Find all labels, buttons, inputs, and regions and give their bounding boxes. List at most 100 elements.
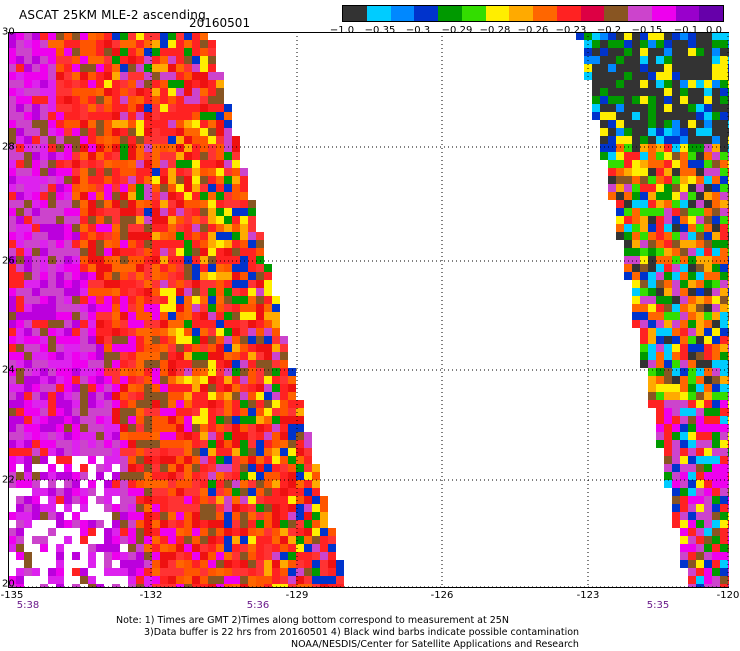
swath-pixel bbox=[192, 240, 200, 248]
swath-pixel bbox=[672, 232, 680, 240]
swath-pixel bbox=[160, 576, 168, 584]
swath-pixel bbox=[280, 440, 288, 448]
swath-pixel bbox=[128, 248, 136, 256]
swath-pixel bbox=[152, 448, 160, 456]
swath-pixel bbox=[16, 192, 24, 200]
swath-pixel bbox=[600, 32, 608, 40]
swath-pixel bbox=[656, 224, 664, 232]
swath-pixel bbox=[88, 144, 96, 152]
swath-pixel bbox=[664, 200, 672, 208]
swath-pixel bbox=[288, 520, 296, 528]
swath-pixel bbox=[720, 360, 728, 368]
swath-pixel bbox=[648, 208, 656, 216]
swath-pixel bbox=[704, 408, 712, 416]
swath-pixel bbox=[224, 216, 232, 224]
swath-pixel bbox=[624, 224, 632, 232]
swath-pixel bbox=[104, 40, 112, 48]
swath-pixel bbox=[216, 520, 224, 528]
swath-pixel bbox=[696, 336, 704, 344]
swath-pixel bbox=[160, 256, 168, 264]
swath-pixel bbox=[104, 96, 112, 104]
swath-pixel bbox=[192, 200, 200, 208]
swath-pixel bbox=[72, 224, 80, 232]
swath-pixel bbox=[88, 168, 96, 176]
swath-pixel bbox=[24, 456, 32, 464]
swath-pixel bbox=[600, 64, 608, 72]
swath-pixel bbox=[176, 256, 184, 264]
swath-pixel bbox=[160, 152, 168, 160]
swath-pixel bbox=[616, 232, 624, 240]
swath-pixel bbox=[128, 48, 136, 56]
swath-pixel bbox=[640, 232, 648, 240]
swath-pixel bbox=[160, 456, 168, 464]
swath-pixel bbox=[280, 536, 288, 544]
swath-pixel bbox=[248, 544, 256, 552]
swath-pixel bbox=[712, 448, 720, 456]
swath-pixel bbox=[96, 104, 104, 112]
swath-pixel bbox=[80, 136, 88, 144]
swath-pixel bbox=[184, 432, 192, 440]
swath-pixel bbox=[8, 376, 16, 384]
swath-pixel bbox=[16, 168, 24, 176]
swath-pixel bbox=[656, 296, 664, 304]
swath-pixel bbox=[232, 152, 240, 160]
swath-pixel bbox=[64, 312, 72, 320]
swath-pixel bbox=[712, 104, 720, 112]
swath-pixel bbox=[688, 88, 696, 96]
swath-pixel bbox=[184, 408, 192, 416]
swath-pixel bbox=[24, 184, 32, 192]
swath-pixel bbox=[24, 472, 32, 480]
swath-pixel bbox=[144, 520, 152, 528]
swath-pixel bbox=[672, 80, 680, 88]
swath-pixel bbox=[664, 360, 672, 368]
swath-pixel bbox=[304, 464, 312, 472]
swath-pixel bbox=[224, 424, 232, 432]
swath-pixel bbox=[144, 344, 152, 352]
swath-pixel bbox=[200, 328, 208, 336]
swath-pixel bbox=[72, 392, 80, 400]
swath-pixel bbox=[216, 568, 224, 576]
swath-pixel bbox=[720, 512, 728, 520]
swath-pixel bbox=[120, 256, 128, 264]
swath-pixel bbox=[224, 184, 232, 192]
swath-pixel bbox=[288, 368, 296, 376]
swath-pixel bbox=[720, 328, 728, 336]
swath-pixel bbox=[616, 48, 624, 56]
swath-pixel bbox=[216, 256, 224, 264]
swath-pixel bbox=[712, 296, 720, 304]
swath-pixel bbox=[696, 208, 704, 216]
swath-pixel bbox=[96, 192, 104, 200]
swath-pixel bbox=[80, 392, 88, 400]
swath-pixel bbox=[64, 528, 72, 536]
swath-pixel bbox=[664, 248, 672, 256]
swath-pixel bbox=[56, 288, 64, 296]
swath-pixel bbox=[232, 216, 240, 224]
swath-pixel bbox=[152, 80, 160, 88]
swath-pixel bbox=[16, 472, 24, 480]
swath-pixel bbox=[56, 520, 64, 528]
swath-pixel bbox=[656, 32, 664, 40]
swath-pixel bbox=[160, 160, 168, 168]
swath-pixel bbox=[288, 528, 296, 536]
swath-pixel bbox=[16, 352, 24, 360]
swath-pixel bbox=[168, 496, 176, 504]
swath-pixel bbox=[104, 144, 112, 152]
swath-pixel bbox=[168, 472, 176, 480]
swath-pixel bbox=[208, 432, 216, 440]
swath-pixel bbox=[56, 240, 64, 248]
swath-pixel bbox=[168, 160, 176, 168]
swath-pixel bbox=[56, 424, 64, 432]
swath-pixel bbox=[144, 48, 152, 56]
swath-pixel bbox=[120, 280, 128, 288]
swath-pixel bbox=[72, 40, 80, 48]
swath-pixel bbox=[24, 440, 32, 448]
swath-pixel bbox=[680, 48, 688, 56]
swath-pixel bbox=[688, 104, 696, 112]
swath-pixel bbox=[696, 200, 704, 208]
swath-pixel bbox=[136, 408, 144, 416]
swath-pixel bbox=[168, 272, 176, 280]
swath-pixel bbox=[168, 584, 176, 588]
swath-pixel bbox=[80, 400, 88, 408]
swath-pixel bbox=[712, 504, 720, 512]
swath-pixel bbox=[696, 472, 704, 480]
